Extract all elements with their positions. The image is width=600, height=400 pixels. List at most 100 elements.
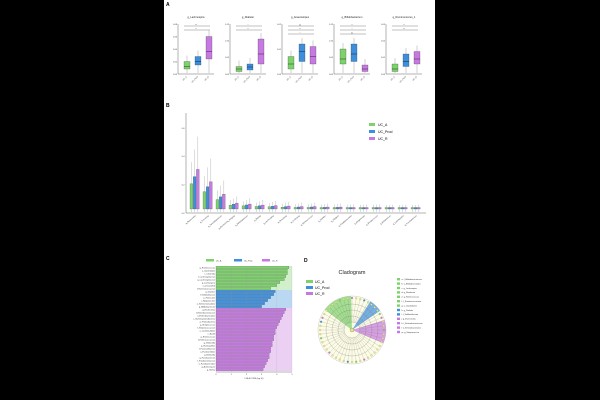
panel-d-node [363,358,366,361]
panel-b-box [209,181,213,210]
panel-b-box [287,205,291,210]
panel-a-box [194,56,202,66]
panel-c-bar-label: g_Rothia [207,368,216,371]
panel-b-box [222,194,226,210]
panel-d-branch [329,335,347,353]
panel-a-ytick: 0.05 [225,57,230,59]
panel-b-legend-label: UC_R [378,137,388,141]
panel-a-ytick: 0.10 [329,40,334,42]
panel-c-bar [215,338,274,341]
panel-b-box [414,207,418,210]
panel-b-ytick: 0.0 [182,213,186,215]
panel-b-legend-label: UC_A [378,123,388,127]
panel-d-key-swatch [397,278,400,281]
panel-d-node [378,344,381,348]
panel-b-box [326,206,330,210]
panel-d-key-swatch [397,322,400,325]
panel-a-xlabel: UC_R [412,76,418,82]
panel-a-label: A [166,2,170,8]
panel-d-branch [358,333,380,347]
panel-c-bar-label: g_Lachnospiraceae [198,279,216,281]
panel-a-sig-label: ** [247,28,249,30]
panel-a-sig-label: ** [351,24,353,26]
panel-c-bar [215,293,274,296]
panel-d-branch [332,304,348,324]
panel-d-node [321,316,324,319]
panel-a-xlabel: UC_R [360,76,366,82]
panel-b-box [378,207,382,210]
panel-b-box [232,204,236,210]
panel-a-box [205,36,213,60]
panel-c-bar-label: o_Clostridiales [202,269,215,272]
panel-b-box [284,206,288,210]
panel-d-branch [353,337,361,361]
panel-d-branch [356,304,372,324]
panel-c-xtick: 0 [215,374,217,376]
panel-a-title: g_Bifidobacterium [342,15,363,19]
panel-a-sig-label: ** [195,28,197,30]
panel-a-title: g_Anaerostipes [291,15,310,19]
panel-b-box [349,207,353,210]
panel-a-ytick: 0.15 [225,24,230,26]
panel-a-ytick: 0.00 [173,74,178,76]
panel-b-box [258,205,262,210]
panel-b-box [345,207,349,210]
panel-d-key-swatch [397,286,400,290]
panel-c-legend-label: UC_A [216,260,222,263]
panel-b-box [206,186,210,210]
panel-a-ytick: 0.02 [173,61,178,63]
panel-d-key-label: g: o_Clostridiales [402,304,417,307]
panel-d-node [334,301,338,304]
panel-d-key-swatch [397,304,400,307]
panel-c-bar [215,362,267,365]
panel-d-node [338,299,341,302]
panel-a-ytick: 0.02 [381,40,386,42]
panel-b-xlabel: g_Streptococcus [365,214,378,226]
panel-d-node [381,320,384,323]
panel-c-bar [215,320,280,323]
panel-b-xlabel: g_Fusobacterium [404,214,418,226]
panel-d-branch [321,321,345,329]
panel-b-legend-label: UC_Prod [378,130,392,134]
panel-c-bar-label: f_Lachnospiraceae [198,276,216,278]
panel-a-xlabel: UC_Prod [347,76,354,83]
panel-a-xlabel: UC_A [182,75,188,81]
panel-d-branch [356,336,372,356]
panel-d-node [376,309,379,312]
panel-d-node [370,354,373,357]
panel-b-legend-swatch [369,123,375,126]
panel-a-xlabel: UC_A [286,75,292,81]
panel-c-bar [215,344,273,347]
panel-b-box [280,207,284,210]
panel-d-label: D [304,258,308,264]
panel-c-bar [215,299,268,302]
panel-b-xlabel: g_Lachnospira [263,215,275,226]
panel-b-box [397,207,401,210]
panel-b-box [410,207,414,210]
panel-a-sig-label: ** [403,24,405,26]
panel-d-branch [355,336,369,358]
panel-c-bar [215,296,271,299]
panel-b-box [202,191,206,210]
panel-c-bar-label: g_Escherichia [202,309,215,311]
panel-d-node [381,337,384,340]
panel-d-node [331,303,334,306]
panel-a-ytick: 0.04 [173,49,178,51]
panel-d-key-label: h: g_Dialister [402,309,414,312]
panel-b-xlabel: g_Blautia [253,214,262,222]
panel-b-box [245,204,249,210]
panel-c-bar-label: s_unclassified [202,285,215,287]
panel-b-box [375,207,379,210]
panel-b-box [362,207,366,210]
panel-a-ytick: 0.00 [225,74,230,76]
panel-d-node [346,297,349,300]
panel-b-box [254,206,258,210]
panel-a-box [402,53,410,67]
panel-d-branch [324,333,346,347]
panel-b-ytick: 0.4 [182,156,186,158]
panel-c-bar [215,317,282,320]
panel-d-branch [326,334,346,350]
panel-a-ytick: 0.06 [173,36,178,38]
panel-c-bar-label: o_Fusobacteriales [199,362,215,365]
panel-c-bar [215,305,262,308]
